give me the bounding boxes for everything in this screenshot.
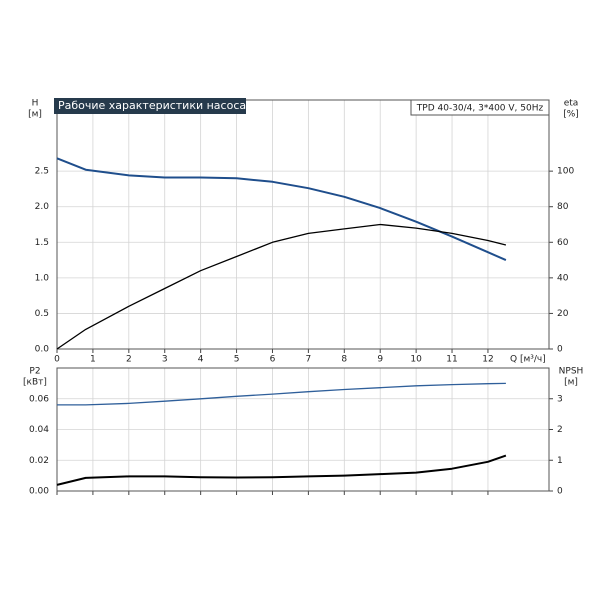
y2-tick-label: 0 <box>557 487 563 497</box>
x-tick-label: 2 <box>126 355 132 365</box>
chart-title: Рабочие характеристики насоса <box>58 99 246 112</box>
x-tick-label: 6 <box>270 355 276 365</box>
y2-tick-label: 100 <box>557 167 574 177</box>
y-axis-name: H <box>32 99 39 109</box>
x-tick-label: 8 <box>341 355 347 365</box>
y-tick-label: 0.06 <box>29 394 49 404</box>
title-box <box>54 98 246 114</box>
y2-tick-label: 0 <box>557 345 563 355</box>
x-tick-label: 9 <box>377 355 383 365</box>
y-tick-label: 2.5 <box>35 167 49 177</box>
y-axis-unit: [м] <box>28 110 42 120</box>
y2-axis-name: NPSH <box>559 367 584 377</box>
annotation-box <box>410 99 550 116</box>
y-tick-label: 0.00 <box>29 487 49 497</box>
y2-tick-label: 20 <box>557 309 569 319</box>
y-tick-label: 1.0 <box>35 273 50 283</box>
plot-frame <box>56 99 550 350</box>
x-tick-label: 4 <box>198 355 204 365</box>
plot-frame <box>56 367 550 492</box>
series-line <box>57 382 506 406</box>
x-tick-label: 3 <box>162 355 168 365</box>
x-tick-label: 12 <box>482 355 493 365</box>
series-line <box>56 454 507 486</box>
annotation: TPD 40-30/4, 3*400 V, 50Hz <box>416 104 544 114</box>
y2-axis-unit: [м] <box>564 378 578 388</box>
y-axis-unit: [кВт] <box>23 378 47 388</box>
series-line <box>56 157 507 262</box>
x-tick-label: 5 <box>234 355 240 365</box>
y2-axis-name: eta <box>564 99 579 109</box>
y2-tick-label: 60 <box>557 238 569 248</box>
y2-tick-label: 1 <box>557 456 563 466</box>
x-tick-label: 7 <box>306 355 312 365</box>
y-tick-label: 0.5 <box>35 309 49 319</box>
x-tick-label: 0 <box>54 355 60 365</box>
y-tick-label: 1.5 <box>35 238 49 248</box>
y-axis-name: P2 <box>29 367 40 377</box>
y2-tick-label: 40 <box>557 273 569 283</box>
x-tick-label: 1 <box>90 355 96 365</box>
series-line <box>56 223 507 350</box>
y-tick-label: 0.0 <box>35 345 50 355</box>
x-axis-label: Q [м³/ч] <box>510 355 546 365</box>
x-tick-label: 11 <box>446 355 457 365</box>
y2-tick-label: 3 <box>557 394 563 404</box>
y-tick-label: 2.0 <box>35 202 50 212</box>
y2-tick-label: 80 <box>557 202 569 212</box>
y-tick-label: 0.04 <box>29 425 49 435</box>
y2-tick-label: 2 <box>557 425 563 435</box>
y2-axis-unit: [%] <box>563 110 579 120</box>
x-tick-label: 10 <box>410 355 422 365</box>
y-tick-label: 0.02 <box>29 456 49 466</box>
